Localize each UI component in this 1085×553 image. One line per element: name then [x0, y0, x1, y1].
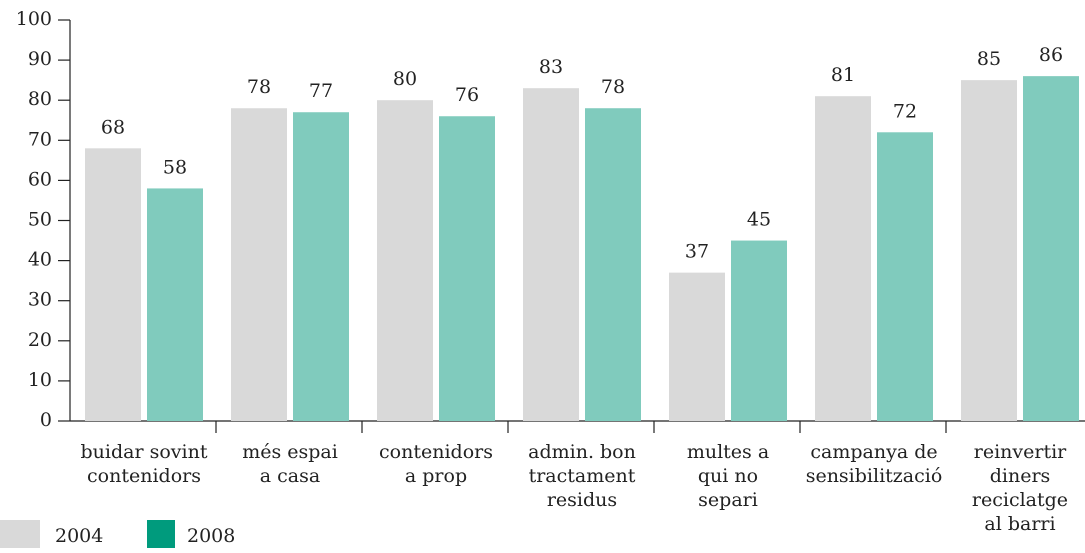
legend-swatch: [0, 520, 40, 548]
x-tick-label: multes a: [687, 441, 769, 463]
y-tick-label: 10: [28, 369, 52, 391]
x-tick-label: admin. bon: [528, 441, 636, 463]
bar: [961, 80, 1017, 422]
bar: [669, 272, 725, 421]
value-label: 86: [1039, 44, 1063, 66]
y-tick-label: 60: [28, 168, 52, 190]
legend-swatch: [147, 520, 175, 548]
x-tick-label: tractament: [529, 465, 636, 487]
bar: [585, 108, 641, 421]
x-tick-label: residus: [547, 489, 617, 511]
bar: [877, 132, 933, 421]
value-label: 85: [977, 48, 1001, 70]
legend-label: 2004: [55, 525, 103, 547]
x-tick-label: campanya de: [810, 441, 937, 463]
value-label: 83: [539, 56, 563, 78]
legend-label: 2008: [187, 525, 235, 547]
bar: [231, 108, 287, 421]
y-tick-label: 50: [28, 209, 52, 231]
x-tick-label: qui no: [698, 465, 758, 487]
y-tick-label: 0: [40, 409, 52, 431]
y-tick-label: 70: [28, 128, 52, 150]
x-tick-label: reinvertir: [974, 441, 1067, 463]
bar: [85, 148, 141, 421]
value-label: 58: [163, 156, 187, 178]
bar: [293, 112, 349, 421]
value-label: 80: [393, 68, 417, 90]
x-tick-label: separi: [698, 489, 758, 511]
bar: [147, 188, 203, 421]
y-tick-label: 30: [28, 289, 52, 311]
y-tick-label: 90: [28, 48, 52, 70]
value-label: 68: [101, 116, 125, 138]
value-label: 77: [309, 80, 333, 102]
bar: [523, 88, 579, 422]
x-tick-label: al barri: [984, 513, 1055, 535]
value-label: 78: [247, 76, 271, 98]
x-tick-label: contenidors: [379, 441, 493, 463]
bar: [731, 240, 787, 421]
y-tick-label: 80: [28, 88, 52, 110]
x-tick-label: sensibilització: [806, 465, 943, 487]
bar: [439, 116, 495, 422]
bar: [1023, 76, 1079, 421]
x-tick-label: més espai: [242, 441, 338, 463]
x-tick-label: a casa: [260, 465, 320, 487]
y-tick-label: 20: [28, 329, 52, 351]
value-label: 81: [831, 64, 855, 86]
x-tick-label: contenidors: [87, 465, 201, 487]
x-tick-label: diners: [990, 465, 1051, 487]
x-tick-label: a prop: [405, 465, 467, 487]
value-label: 37: [685, 241, 709, 263]
x-tick-label: reciclatge: [972, 489, 1068, 511]
value-label: 45: [747, 209, 771, 231]
value-label: 78: [601, 76, 625, 98]
bar: [815, 96, 871, 421]
value-label: 76: [455, 84, 479, 106]
y-tick-label: 100: [16, 8, 52, 30]
value-label: 72: [893, 100, 917, 122]
x-tick-label: buidar sovint: [81, 441, 208, 463]
bar: [377, 100, 433, 421]
y-tick-label: 40: [28, 249, 52, 271]
